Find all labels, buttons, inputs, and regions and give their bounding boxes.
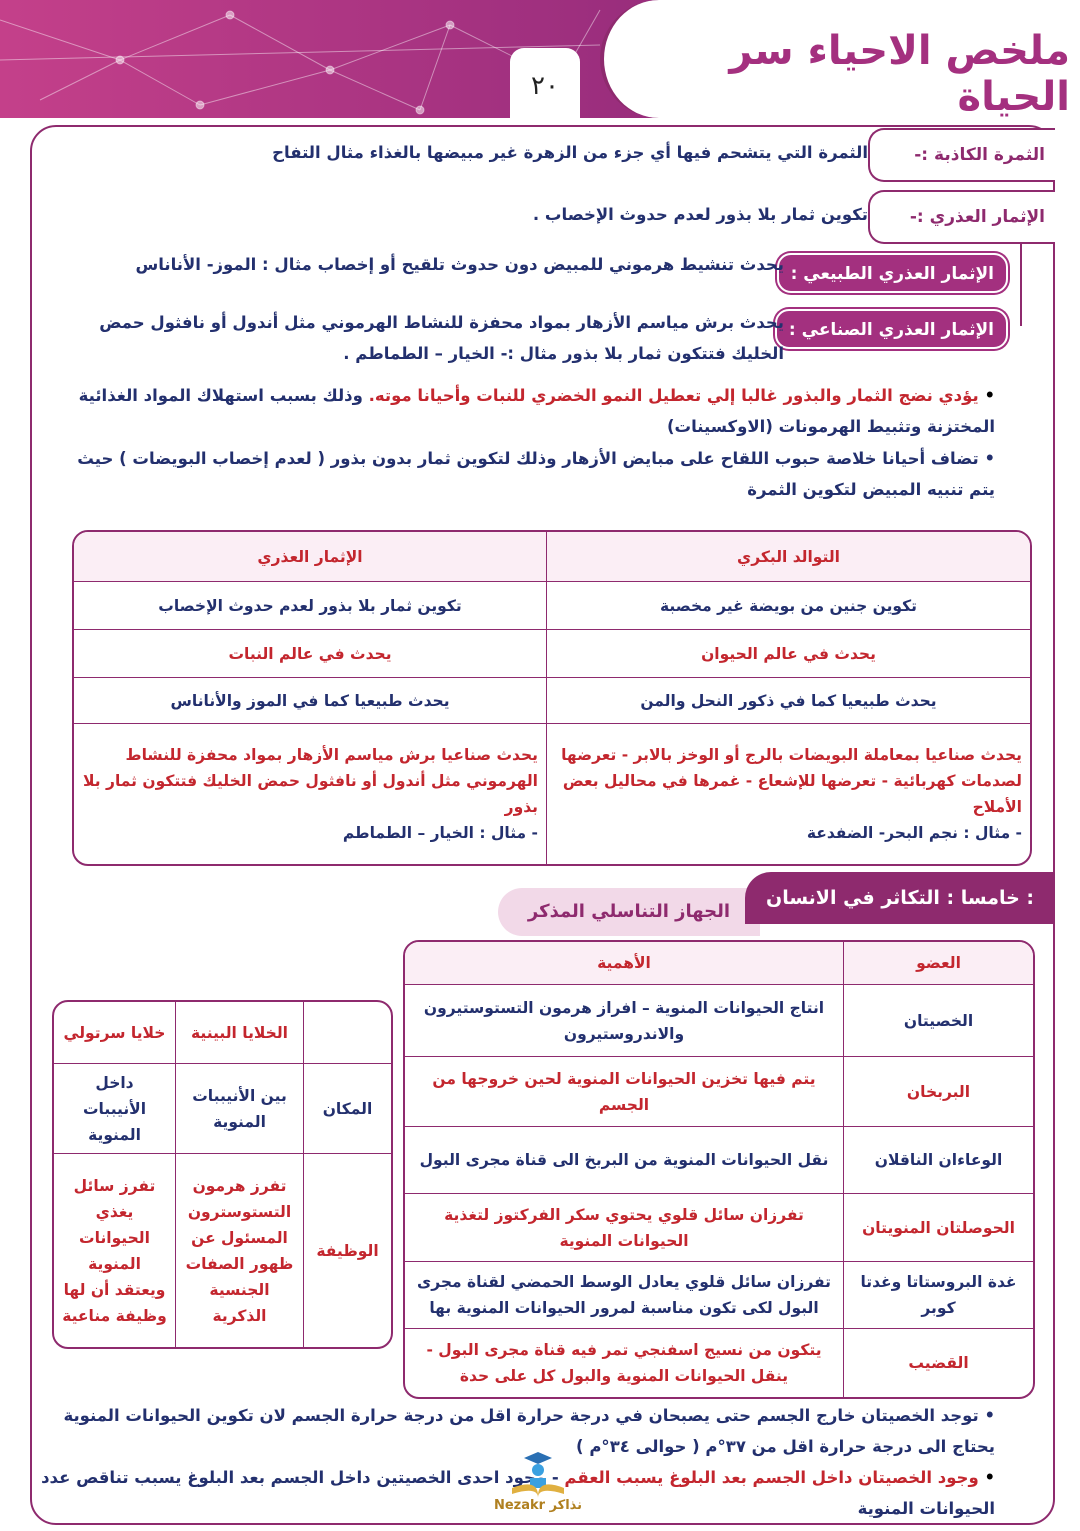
table-row: يحدث صناعيا بمعاملة البويضات بالرج أو ال… (74, 724, 1030, 864)
table-row: الوعاءان الناقلان نقل الحيوانات المنوية م… (405, 1127, 1033, 1194)
definition-natural-parthenocarpy: يحدث تنشيط هرموني للمبيض دون حدوث تلقيح … (135, 255, 784, 274)
term-artificial-parthenocarpy: الإثمار العذري الصناعي : (774, 309, 1008, 349)
section-heading: خامسا : التكاثر في الانسان : (745, 872, 1055, 924)
term-parthenocarpy: الإثمار العذري :- (868, 190, 1055, 244)
table-cell: يحدث في عالم النبات (74, 630, 546, 678)
organs-table: العضو الأهمية الخصيتان انتاج الحيوانات الم… (403, 940, 1035, 1399)
section-subheading: الجهاز التناسلي المذكر (498, 888, 760, 936)
table-row: القضيب يتكون من نسيج اسفنجي تمر فيه قناة … (405, 1329, 1033, 1397)
header-parthenocarpy: الإثمار العذري (74, 532, 546, 582)
table-cell: يحدث طبيعيا كما في ذكور النحل والمن (546, 678, 1030, 724)
header-parthenogenesis: التوالد البكري (546, 532, 1030, 582)
table-row: يحدث طبيعيا كما في ذكور النحل والمن يحدث … (74, 678, 1030, 724)
definition-parthenocarpy: تكوين ثمار بلا بذور لعدم حدوث الإخصاب . (532, 205, 868, 224)
table-row: المكان بين الأنيببات المنوية داخل الأنيببا… (54, 1064, 391, 1154)
network-pattern (0, 9, 601, 115)
connector-line (1020, 244, 1022, 326)
note-2: • تضاف أحيانا خلاصة حبوب اللقاح على مباي… (77, 449, 995, 499)
table-row: تكوين جنين من بويضة غير مخصبة تكوين ثمار … (74, 582, 1030, 630)
cells-table: الخلايا البينية خلايا سرتولي المكان بين ال… (52, 1000, 393, 1349)
header-role: الأهمية (405, 942, 843, 985)
header-empty (303, 1002, 391, 1064)
table-row: الحوصلتان المنويتان تفرزان سائل قلوي يحتو… (405, 1194, 1033, 1262)
table-row: غدة البروستاتا وغدتا كوبر تفرزان سائل قلو… (405, 1262, 1033, 1329)
table-cell: يحدث في عالم الحيوان (546, 630, 1030, 678)
bottom-note-2: • وجود الخصيتان داخل الجسم بعد البلوغ يس… (41, 1468, 995, 1518)
header-organ: العضو (843, 942, 1033, 985)
definition-false-fruit: الثمرة التي يتشحم فيها أي جزء من الزهرة … (272, 143, 868, 162)
bottom-note-1: • توجد الخصيتان خارج الجسم حتى يصبحان في… (63, 1406, 995, 1456)
table-cell: تكوين ثمار بلا بذور لعدم حدوث الإخصاب (74, 582, 546, 630)
table-cell: تكوين جنين من بويضة غير مخصبة (546, 582, 1030, 630)
page-title: ملخص الاحياء سر الحياة (729, 28, 1070, 120)
term-natural-parthenocarpy: الإثمار العذري الطبيعي : (776, 253, 1008, 293)
definition-artificial-parthenocarpy: يحدث برش مياسم الأزهار بمواد محفزة للنشا… (99, 313, 784, 363)
table-row: الوظيفة تفرز هرمون التستوسترون المسئول عن… (54, 1154, 391, 1347)
table-cell: يحدث صناعيا برش مياسم الأزهار بمواد محفز… (83, 746, 538, 842)
table-row: يحدث في عالم الحيوان يحدث في عالم النبات (74, 630, 1030, 678)
note-1: • يؤدي نضج الثمار والبذور غالبا إلي تعطي… (78, 386, 995, 436)
book-graduate-icon (512, 1452, 564, 1498)
table-row: الخصيتان انتاج الحيوانات المنوية – افراز … (405, 985, 1033, 1057)
table-cell: يحدث صناعيا بمعاملة البويضات بالرج أو ال… (546, 724, 1030, 864)
content-frame (30, 125, 1055, 1525)
title-area: ملخص الاحياء سر الحياة (600, 0, 1080, 120)
page-number: ٢٠ (510, 48, 580, 118)
table-row: البربخان يتم فيها تخزين الحيوانات المنوية… (405, 1057, 1033, 1127)
comparison-table: التوالد البكري الإثمار العذري تكوين جنين … (72, 530, 1032, 866)
nezakr-logo: Nezakr نذاكر (486, 1448, 590, 1513)
table-cell: يحدث طبيعيا كما في الموز والأناناس (74, 678, 546, 724)
header-interstitial-cells: الخلايا البينية (175, 1002, 303, 1064)
header-sertoli-cells: خلايا سرتولي (54, 1002, 175, 1064)
term-false-fruit: الثمرة الكاذبة :- (868, 128, 1055, 182)
